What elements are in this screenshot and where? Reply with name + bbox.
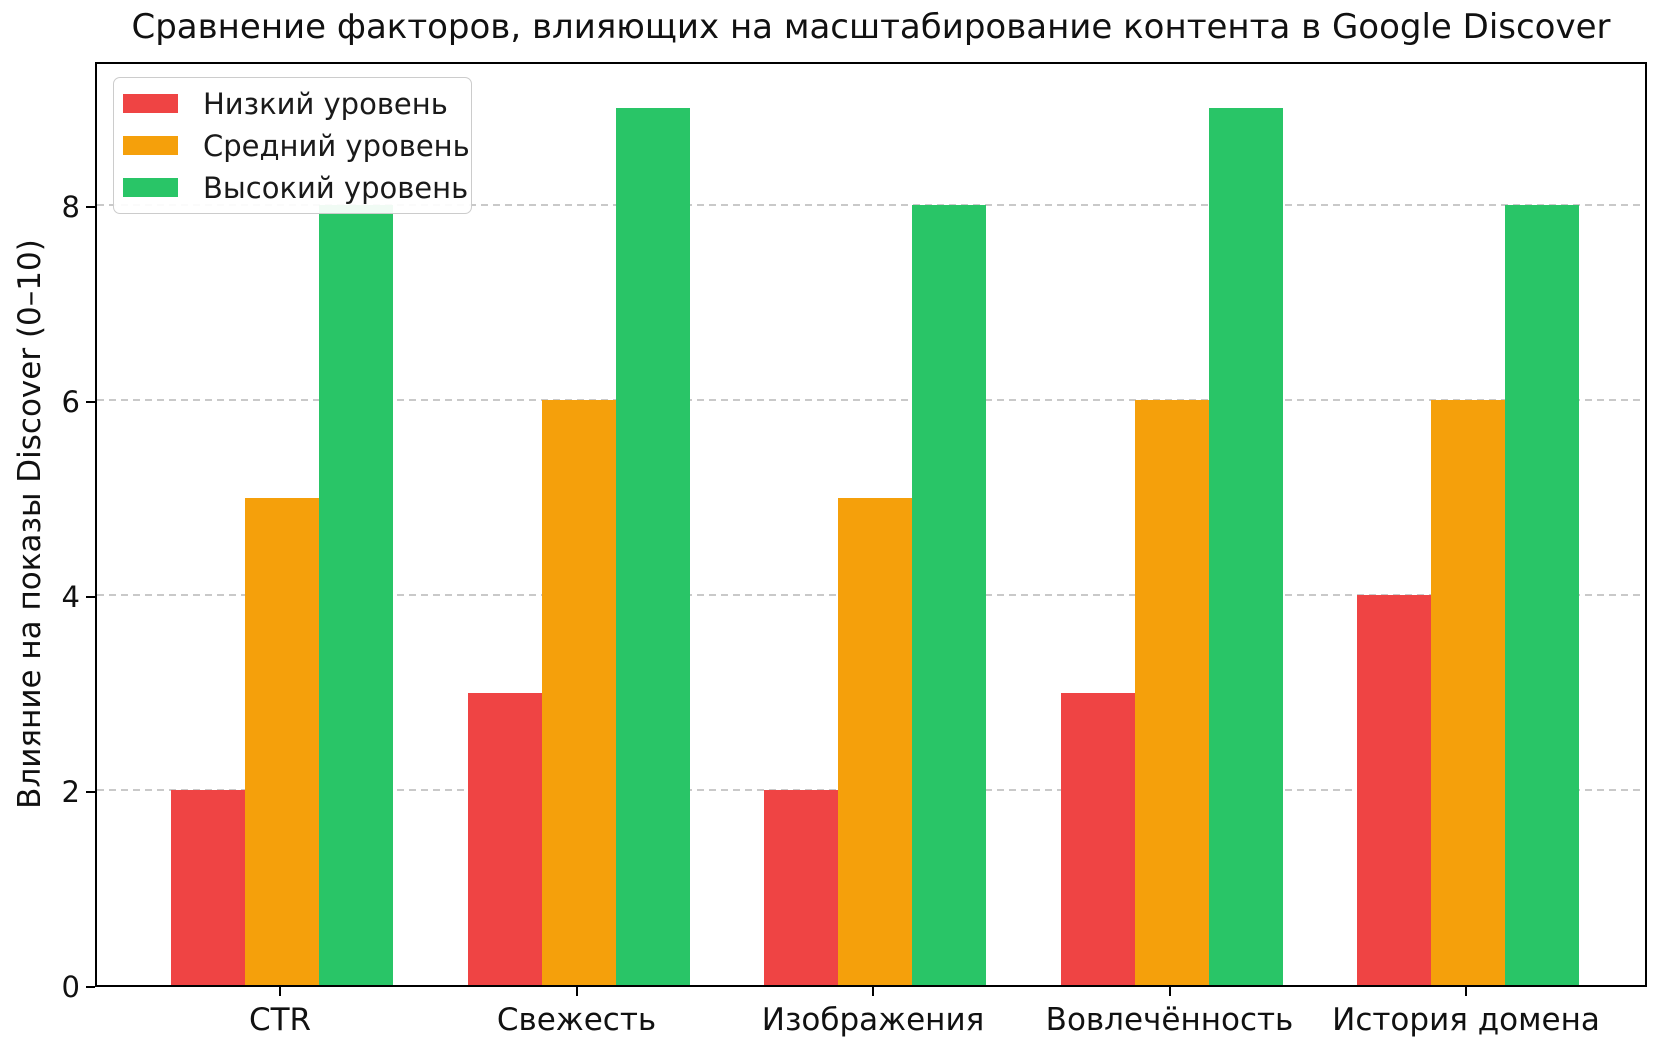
x-tick-mark xyxy=(1168,987,1171,996)
legend-swatch xyxy=(123,178,178,197)
y-tick-label: 0 xyxy=(61,970,80,1004)
bar-Вовлечённость-Высокий уровень xyxy=(1208,107,1283,985)
legend-swatch xyxy=(123,136,178,155)
y-tick-label: 2 xyxy=(61,775,80,810)
legend-label: Высокий уровень xyxy=(203,170,469,205)
legend-item: Высокий уровень xyxy=(123,167,471,209)
bar-CTR-Средний уровень xyxy=(245,497,319,985)
x-tick-label: CTR xyxy=(248,1002,312,1038)
y-tick-label: 6 xyxy=(61,385,80,420)
bar-Изображения-Низкий уровень xyxy=(764,790,838,985)
bar-Свежесть-Высокий уровень xyxy=(615,107,690,985)
x-tick-label: История домена xyxy=(1332,1002,1600,1038)
x-tick-mark xyxy=(872,987,874,996)
y-tick-mark xyxy=(86,986,95,988)
legend: Низкий уровень Средний уровень Высокий уро… xyxy=(113,77,472,214)
bar-Свежесть-Низкий уровень xyxy=(467,692,542,985)
bar-История домена-Высокий уровень xyxy=(1505,205,1579,985)
bar-CTR-Высокий уровень xyxy=(319,205,393,985)
y-tick-mark xyxy=(86,401,95,404)
y-tick-label: 4 xyxy=(61,580,80,615)
x-tick-mark xyxy=(575,987,578,996)
bar-CTR-Низкий уровень xyxy=(171,790,245,985)
legend-label: Средний уровень xyxy=(203,128,470,163)
x-tick-label: Вовлечённость xyxy=(1045,1002,1294,1038)
bar-Вовлечённость-Средний уровень xyxy=(1134,400,1209,985)
bar-Изображения-Средний уровень xyxy=(838,497,912,985)
legend-item: Низкий уровень xyxy=(123,83,471,125)
y-tick-mark xyxy=(86,791,95,794)
chart-title: Сравнение факторов, влияющих на масштаби… xyxy=(131,7,1611,47)
bar-Вовлечённость-Низкий уровень xyxy=(1060,692,1135,985)
gridline-y-6 xyxy=(97,399,1645,402)
x-tick-label: Изображения xyxy=(761,1002,985,1038)
bar-Свежесть-Средний уровень xyxy=(541,400,616,985)
x-tick-mark xyxy=(1465,987,1467,996)
legend-swatch xyxy=(123,94,178,113)
bar-История домена-Низкий уровень xyxy=(1357,595,1431,985)
y-tick-mark xyxy=(86,596,95,599)
y-axis-label: Влияние на показы Discover (0–10) xyxy=(12,239,48,809)
bar-История домена-Средний уровень xyxy=(1431,400,1505,985)
plot-area xyxy=(95,62,1647,987)
y-tick-label: 8 xyxy=(61,190,80,225)
legend-item: Средний уровень xyxy=(123,125,471,167)
x-tick-label: Свежесть xyxy=(496,1002,657,1038)
legend-label: Низкий уровень xyxy=(203,86,448,121)
bar-Изображения-Высокий уровень xyxy=(912,205,986,985)
gridline-y-8 xyxy=(97,204,1645,207)
x-tick-mark xyxy=(279,987,281,996)
y-tick-mark xyxy=(86,206,95,209)
